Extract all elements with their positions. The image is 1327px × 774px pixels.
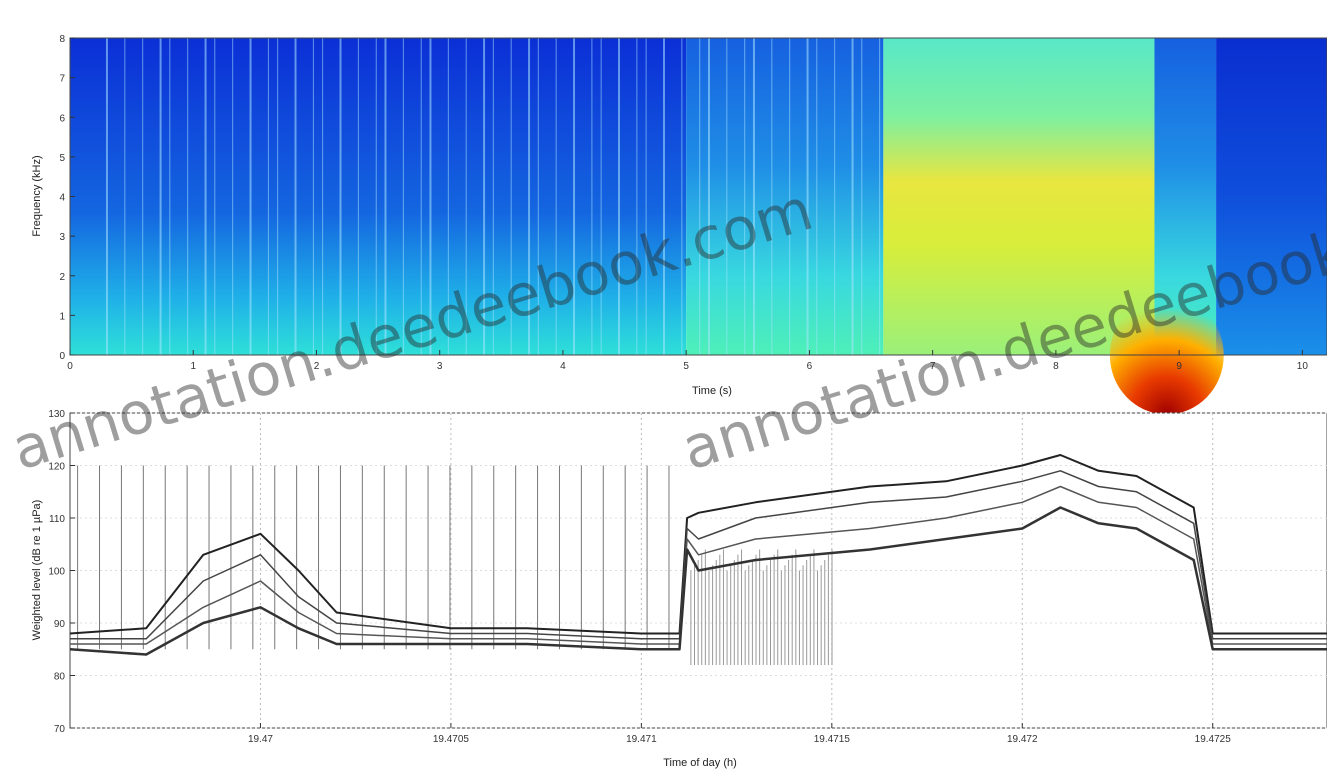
level-series-line bbox=[69, 506, 1327, 656]
x-tick-label: 6 bbox=[807, 361, 813, 372]
spectrogram-x-ticks: 0 1 2 3 4 5 6 7 8 9 10 bbox=[67, 350, 1308, 372]
pulse-spikes bbox=[77, 465, 833, 665]
x-tick-label: 19.4725 bbox=[1195, 734, 1232, 745]
x-tick-label: 0 bbox=[67, 361, 73, 372]
y-tick-label: 80 bbox=[54, 672, 66, 683]
x-tick-label: 1 bbox=[190, 361, 196, 372]
spectrogram-y-ticks: 0 1 2 3 4 5 6 7 8 bbox=[59, 34, 75, 362]
spectrogram-image bbox=[70, 38, 1327, 415]
x-tick-label: 19.4705 bbox=[433, 734, 470, 745]
y-tick-label: 120 bbox=[48, 462, 65, 473]
x-tick-label: 10 bbox=[1297, 361, 1309, 372]
spectrogram-region bbox=[883, 38, 1155, 355]
y-tick-label: 0 bbox=[59, 351, 65, 362]
x-tick-label: 19.472 bbox=[1007, 734, 1038, 745]
y-tick-label: 2 bbox=[59, 272, 65, 283]
spectrogram-region bbox=[70, 38, 687, 355]
y-tick-label: 110 bbox=[49, 514, 65, 525]
x-tick-label: 9 bbox=[1176, 361, 1182, 372]
x-tick-label: 2 bbox=[314, 361, 320, 372]
level-series-lines bbox=[69, 454, 1327, 656]
x-tick-label: 19.47 bbox=[248, 734, 273, 745]
level-x-ticks: 19.47 19.4705 19.471 19.4715 19.472 19.4725 bbox=[248, 723, 1231, 745]
y-tick-label: 70 bbox=[54, 724, 66, 735]
y-tick-label: 6 bbox=[59, 113, 65, 124]
y-tick-label: 90 bbox=[54, 619, 66, 630]
y-tick-label: 4 bbox=[59, 193, 65, 204]
x-tick-label: 19.4715 bbox=[814, 734, 851, 745]
y-tick-label: 7 bbox=[59, 74, 65, 85]
level-series-line bbox=[69, 454, 1327, 635]
level-y-ticks: 70 80 90 100 110 120 130 bbox=[48, 409, 75, 735]
spectrogram-stripes bbox=[105, 38, 881, 355]
y-tick-label: 130 bbox=[48, 409, 65, 420]
level-y-label: Weighted level (dB re 1 µPa) bbox=[31, 500, 43, 641]
y-tick-label: 8 bbox=[59, 34, 65, 45]
level-series-line bbox=[70, 470, 1327, 640]
x-tick-label: 7 bbox=[930, 361, 936, 372]
y-tick-label: 100 bbox=[48, 567, 65, 578]
x-tick-label: 3 bbox=[437, 361, 443, 372]
spectrogram-region bbox=[1216, 38, 1327, 355]
spectrogram-y-label: Frequency (kHz) bbox=[31, 155, 43, 236]
level-x-label: Time of day (h) bbox=[663, 757, 737, 769]
y-tick-label: 5 bbox=[59, 153, 65, 164]
x-tick-label: 8 bbox=[1053, 361, 1059, 372]
spectrogram-region bbox=[686, 38, 884, 355]
spectrogram-x-label: Time (s) bbox=[692, 385, 732, 397]
x-tick-label: 19.471 bbox=[626, 734, 657, 745]
y-tick-label: 1 bbox=[59, 311, 65, 322]
level-series-line bbox=[70, 485, 1327, 645]
y-tick-label: 3 bbox=[59, 232, 65, 243]
x-tick-label: 5 bbox=[683, 361, 689, 372]
x-tick-label: 4 bbox=[560, 361, 566, 372]
